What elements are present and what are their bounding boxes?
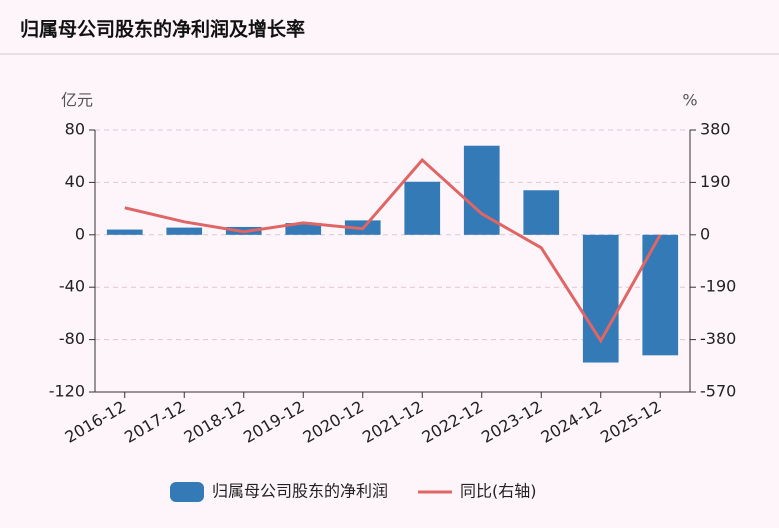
y-tick-label: -80 bbox=[59, 329, 85, 348]
y2-axis-unit: % bbox=[682, 91, 697, 110]
bar bbox=[642, 234, 679, 356]
bar bbox=[523, 190, 560, 235]
y2-tick-label: -380 bbox=[700, 329, 736, 348]
legend-label: 同比(右轴) bbox=[460, 482, 537, 501]
legend-label: 归属母公司股东的净利润 bbox=[212, 482, 388, 501]
x-tick-label: 2018-12 bbox=[181, 397, 248, 447]
x-tick-label: 2019-12 bbox=[240, 397, 307, 447]
y-tick-label: 0 bbox=[75, 224, 85, 243]
y2-tick-label: 0 bbox=[700, 224, 710, 243]
bar bbox=[166, 227, 203, 235]
y2-tick-label: 190 bbox=[700, 172, 731, 191]
y-tick-label: 40 bbox=[65, 172, 85, 191]
x-tick-label: 2017-12 bbox=[121, 397, 188, 447]
bar bbox=[404, 181, 441, 235]
x-tick-label: 2016-12 bbox=[62, 397, 129, 447]
y-tick-label: -120 bbox=[49, 382, 85, 401]
y-axis-unit: 亿元 bbox=[61, 91, 93, 110]
bar bbox=[285, 223, 322, 235]
y-tick-label: -40 bbox=[59, 277, 85, 296]
chart-title: 归属母公司股东的净利润及增长率 bbox=[20, 18, 305, 41]
x-tick-label: 2020-12 bbox=[300, 397, 367, 447]
y2-tick-label: 380 bbox=[700, 120, 731, 139]
x-tick-label: 2025-12 bbox=[597, 397, 664, 447]
y2-tick-label: -190 bbox=[700, 277, 736, 296]
line bbox=[124, 157, 662, 344]
legend-swatch bbox=[170, 482, 204, 502]
y2-tick-label: -570 bbox=[700, 382, 736, 401]
x-tick-label: 2022-12 bbox=[419, 397, 486, 447]
x-tick-label: 2024-12 bbox=[538, 397, 605, 447]
x-tick-label: 2023-12 bbox=[478, 397, 545, 447]
bar bbox=[106, 229, 143, 235]
x-tick-label: 2021-12 bbox=[359, 397, 426, 447]
y-tick-label: 80 bbox=[65, 120, 85, 139]
title-bar bbox=[0, 0, 779, 54]
